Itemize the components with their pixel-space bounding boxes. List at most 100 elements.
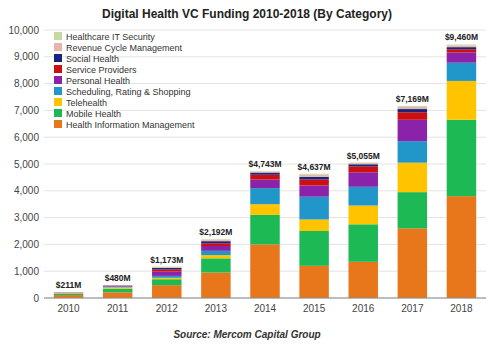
y-tick-label: 6,000 — [14, 132, 39, 143]
bar-segment — [398, 141, 427, 162]
bar-segment — [201, 258, 230, 272]
bar-segment — [103, 285, 132, 286]
bar-segment — [348, 172, 377, 186]
legend: Healthcare IT SecurityRevenue Cycle Mana… — [54, 32, 195, 130]
bar-segment — [447, 49, 476, 52]
bar-segment — [299, 266, 328, 298]
bar-segment — [348, 162, 377, 164]
bar-segment — [398, 120, 427, 141]
bar-segment — [152, 276, 181, 278]
bar-segment — [54, 292, 83, 293]
x-tick-label: 2016 — [352, 303, 375, 314]
bar-segment — [201, 239, 230, 241]
bar-segment — [54, 294, 83, 295]
bar-segment — [348, 166, 377, 172]
bar-segment — [447, 53, 476, 63]
y-tick-label: 5,000 — [14, 159, 39, 170]
bar-segment — [54, 292, 83, 293]
bar-segment — [54, 292, 83, 293]
bar-segment — [152, 267, 181, 269]
legend-swatch — [54, 54, 62, 62]
bars — [54, 44, 476, 298]
total-label: $4,743M — [248, 159, 281, 169]
bar-segment — [250, 172, 279, 173]
y-tick-label: 2,000 — [14, 239, 39, 250]
grid-line — [44, 298, 486, 299]
legend-label: Health Information Management — [66, 120, 195, 130]
bar-segment — [152, 269, 181, 271]
legend-swatch — [54, 120, 62, 128]
bar-segment — [250, 188, 279, 204]
bar-segment — [348, 224, 377, 262]
x-tick-label: 2011 — [107, 303, 129, 314]
source: Source: Mercom Capital Group — [173, 329, 320, 340]
bar-segment — [299, 177, 328, 180]
legend-label: Revenue Cycle Management — [66, 43, 183, 53]
bar-segment — [152, 278, 181, 279]
bar-segment — [398, 163, 427, 192]
legend-label: Service Providers — [66, 65, 137, 75]
bar-segment — [250, 244, 279, 298]
bar-segment — [103, 289, 132, 293]
legend-label: Social Health — [66, 54, 119, 64]
grid-line — [44, 30, 486, 31]
legend-label: Scheduling, Rating & Shopping — [66, 87, 191, 97]
total-label: $2,192M — [199, 227, 232, 237]
bar-segment — [299, 173, 328, 175]
bar-segment — [103, 286, 132, 288]
bar-segment — [250, 173, 279, 175]
y-tick-label: 4,000 — [14, 185, 39, 196]
legend-swatch — [54, 65, 62, 73]
bar-segment — [348, 164, 377, 166]
total-label: $9,460M — [445, 32, 478, 42]
y-tick-label: 8,000 — [14, 78, 39, 89]
x-tick-label: 2012 — [156, 303, 179, 314]
bar-segment — [201, 241, 230, 243]
bar-segment — [398, 228, 427, 298]
x-tick-label: 2013 — [205, 303, 228, 314]
x-tick-label: 2015 — [303, 303, 326, 314]
bar-segment — [250, 170, 279, 172]
bar-segment — [447, 120, 476, 196]
bar-segment — [447, 81, 476, 120]
bar-segment — [348, 206, 377, 225]
bar-segment — [447, 196, 476, 298]
bar-segment — [299, 175, 328, 177]
y-tick-label: 10,000 — [8, 25, 39, 36]
total-label: $5,055M — [347, 151, 380, 161]
bar-segment — [447, 63, 476, 81]
x-tick-label: 2017 — [401, 303, 424, 314]
legend-label: Healthcare IT Security — [66, 32, 155, 42]
total-label: $4,637M — [298, 162, 331, 172]
x-axis-line — [44, 298, 486, 299]
bar-segment — [103, 285, 132, 286]
bar-segment — [152, 266, 181, 268]
y-axis: 01,0002,0003,0004,0005,0006,0007,0008,00… — [8, 25, 486, 304]
legend-label: Mobile Health — [66, 109, 121, 119]
legend-swatch — [54, 109, 62, 117]
bar-segment — [54, 292, 83, 293]
total-label: $7,169M — [396, 94, 429, 104]
y-tick-label: 0 — [33, 293, 39, 304]
bar-segment — [54, 293, 83, 294]
bar-segment — [103, 286, 132, 288]
bar-segment — [201, 243, 230, 246]
bar-segment — [250, 175, 279, 180]
bar-segment — [299, 197, 328, 220]
bar-segment — [201, 251, 230, 255]
x-tick-label: 2010 — [57, 303, 80, 314]
bar-segment — [348, 187, 377, 206]
bar-segment — [398, 112, 427, 120]
legend-swatch — [54, 43, 62, 51]
bar-segment — [250, 180, 279, 189]
y-tick-label: 7,000 — [14, 105, 39, 116]
bar-segment — [152, 285, 181, 298]
legend-swatch — [54, 76, 62, 84]
bar-segment — [348, 163, 377, 164]
legend-swatch — [54, 32, 62, 40]
legend-swatch — [54, 98, 62, 106]
bar-segment — [299, 180, 328, 186]
x-tick-label: 2018 — [450, 303, 473, 314]
y-tick-label: 9,000 — [14, 51, 39, 62]
total-label: $480M — [105, 273, 131, 283]
